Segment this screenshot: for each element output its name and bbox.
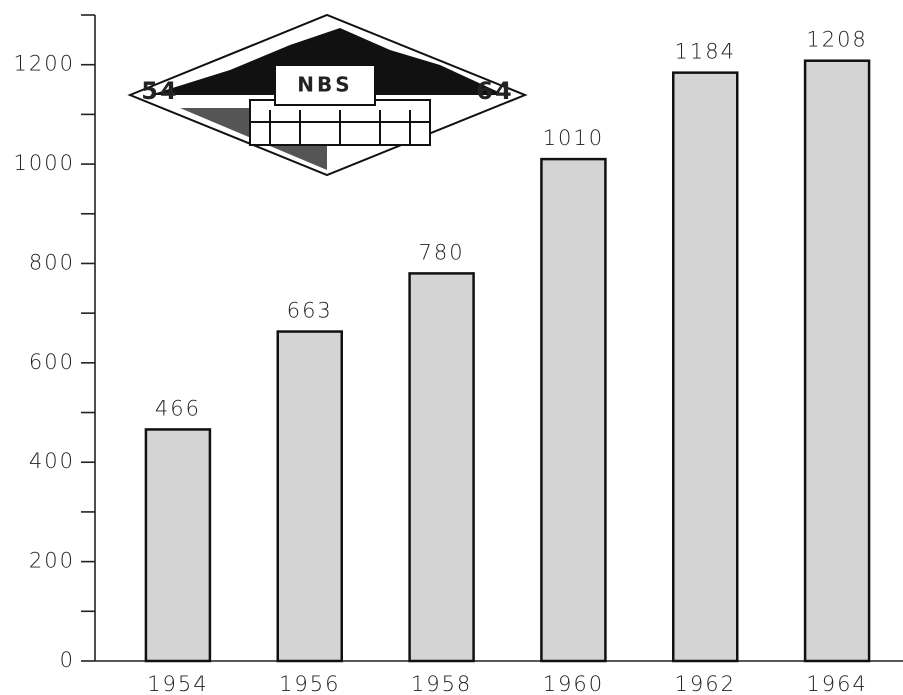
bar [540,157,607,663]
y-tick-label: 1000 [14,151,75,175]
bar [672,71,739,663]
value-label: 780 [419,240,465,264]
logo-mountains [150,28,505,95]
bar [144,428,212,663]
logo-label: NBS [297,73,352,97]
logo: NBS 54 64 [127,13,528,177]
x-tick-label: 1954 [147,672,208,695]
bar [276,330,343,663]
value-label: 1184 [675,40,736,64]
logo-tower [274,64,376,106]
y-tick-label: 400 [29,449,75,473]
x-tick-label: 1964 [806,672,867,695]
x-tick-label: 1958 [411,672,472,695]
logo-right: 64 [476,77,513,105]
bar [803,59,871,663]
value-label: 1010 [543,126,604,150]
value-label: 1208 [806,28,867,52]
y-tick-label: 800 [29,250,75,274]
y-tick-label: 600 [29,350,75,374]
x-tick-label: 1956 [279,672,340,695]
bar [408,272,475,663]
y-tick-label: 1200 [14,52,75,76]
value-label: 466 [155,396,201,420]
x-tick-label: 1962 [675,672,736,695]
y-tick-label: 200 [29,549,75,573]
value-label: 663 [287,299,333,323]
logo-windows [250,110,430,145]
logo-left: 54 [141,77,178,105]
y-tick-label: 0 [60,648,75,672]
x-tick-label: 1960 [543,672,604,695]
